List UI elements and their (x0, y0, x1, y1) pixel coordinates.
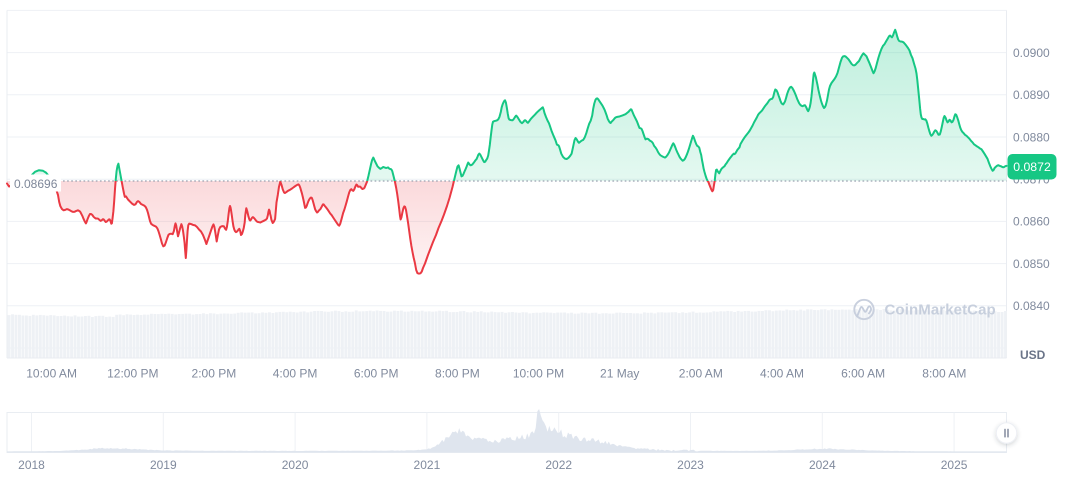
svg-text:12:00 PM: 12:00 PM (107, 367, 158, 381)
svg-text:4:00 AM: 4:00 AM (760, 367, 804, 381)
svg-text:8:00 AM: 8:00 AM (922, 367, 966, 381)
svg-text:2019: 2019 (150, 458, 177, 472)
svg-text:4:00 PM: 4:00 PM (273, 367, 318, 381)
svg-text:8:00 PM: 8:00 PM (435, 367, 480, 381)
svg-text:2023: 2023 (677, 458, 704, 472)
svg-text:CoinMarketCap: CoinMarketCap (885, 302, 996, 319)
svg-text:0.0850: 0.0850 (1013, 257, 1050, 271)
svg-text:0.0880: 0.0880 (1013, 130, 1050, 144)
svg-text:0.0872: 0.0872 (1013, 160, 1051, 174)
svg-text:2024: 2024 (809, 458, 836, 472)
svg-text:0.08696: 0.08696 (14, 177, 58, 191)
svg-text:2020: 2020 (282, 458, 309, 472)
svg-text:0.0840: 0.0840 (1013, 299, 1050, 313)
svg-text:2:00 PM: 2:00 PM (192, 367, 237, 381)
svg-text:2022: 2022 (545, 458, 572, 472)
svg-text:6:00 AM: 6:00 AM (841, 367, 885, 381)
svg-text:0.0890: 0.0890 (1013, 88, 1050, 102)
svg-text:2018: 2018 (18, 458, 45, 472)
svg-text:10:00 AM: 10:00 AM (26, 367, 77, 381)
svg-text:10:00 PM: 10:00 PM (513, 367, 564, 381)
svg-text:2:00 AM: 2:00 AM (679, 367, 723, 381)
svg-text:6:00 PM: 6:00 PM (354, 367, 399, 381)
svg-text:2021: 2021 (414, 458, 441, 472)
svg-text:0.0860: 0.0860 (1013, 215, 1050, 229)
svg-text:0.0900: 0.0900 (1013, 46, 1050, 60)
svg-text:21 May: 21 May (600, 367, 639, 381)
svg-text:USD: USD (1020, 348, 1046, 362)
svg-text:2025: 2025 (941, 458, 968, 472)
